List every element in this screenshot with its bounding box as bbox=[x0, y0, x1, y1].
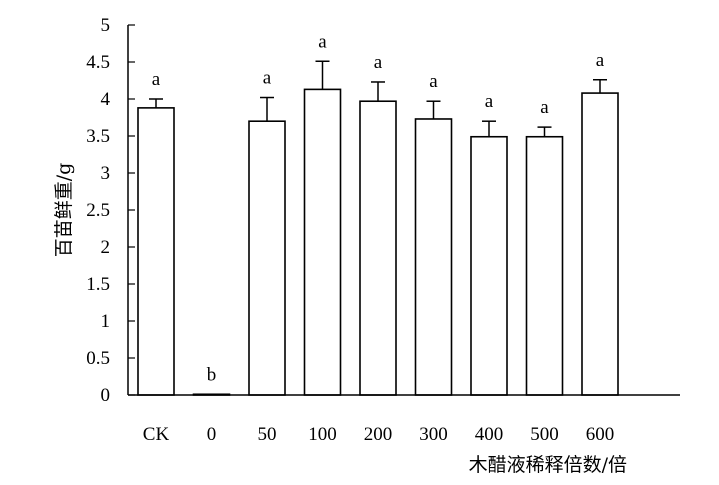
x-tick-label: 200 bbox=[364, 424, 393, 445]
y-tick-label: 4 bbox=[101, 89, 111, 110]
y-axis-ticks: 0 0.5 1 1.5 2 2.5 3 3.5 4 4.5 5 bbox=[86, 15, 135, 406]
y-axis-title: 百苗鲜重/g bbox=[53, 163, 75, 258]
bars-group: a b a a a a a a a bbox=[137, 31, 619, 396]
x-tick-label: 50 bbox=[258, 424, 277, 445]
y-tick-label: 2 bbox=[101, 237, 111, 258]
x-tick-label: 0 bbox=[207, 424, 217, 445]
significance-label: a bbox=[540, 97, 549, 118]
x-tick-label: 400 bbox=[475, 424, 504, 445]
significance-label: a bbox=[596, 50, 605, 71]
x-axis-title: 木醋液稀释倍数/倍 bbox=[469, 454, 627, 476]
x-tick-label: CK bbox=[143, 424, 170, 445]
x-tick-label: 600 bbox=[586, 424, 615, 445]
x-tick-label: 500 bbox=[530, 424, 559, 445]
bar bbox=[470, 135, 508, 396]
y-tick-label: 4.5 bbox=[86, 52, 110, 73]
bar bbox=[581, 92, 619, 396]
bar bbox=[414, 118, 453, 396]
y-tick-label: 0 bbox=[101, 385, 111, 406]
x-tick-label: 300 bbox=[419, 424, 448, 445]
y-tick-label: 1.5 bbox=[86, 274, 110, 295]
significance-label: b bbox=[207, 364, 217, 385]
significance-label: a bbox=[429, 71, 438, 92]
bar bbox=[248, 120, 286, 396]
significance-label: a bbox=[152, 69, 161, 90]
bar bbox=[359, 100, 397, 396]
y-tick-label: 3 bbox=[101, 163, 111, 184]
x-tick-label: 100 bbox=[308, 424, 337, 445]
y-tick-label: 5 bbox=[101, 15, 111, 36]
significance-label: a bbox=[374, 52, 383, 73]
bar bbox=[303, 88, 342, 396]
significance-label: a bbox=[263, 68, 272, 89]
bar bbox=[137, 107, 175, 396]
y-tick-label: 3.5 bbox=[86, 126, 110, 147]
bar bbox=[525, 135, 564, 396]
significance-label: a bbox=[485, 91, 494, 112]
y-tick-label: 1 bbox=[101, 311, 111, 332]
significance-label: a bbox=[318, 31, 327, 52]
y-tick-label: 0.5 bbox=[86, 348, 110, 369]
y-tick-label: 2.5 bbox=[86, 200, 110, 221]
x-tick-labels: CK 0 50 100 200 300 400 500 600 bbox=[143, 424, 614, 445]
